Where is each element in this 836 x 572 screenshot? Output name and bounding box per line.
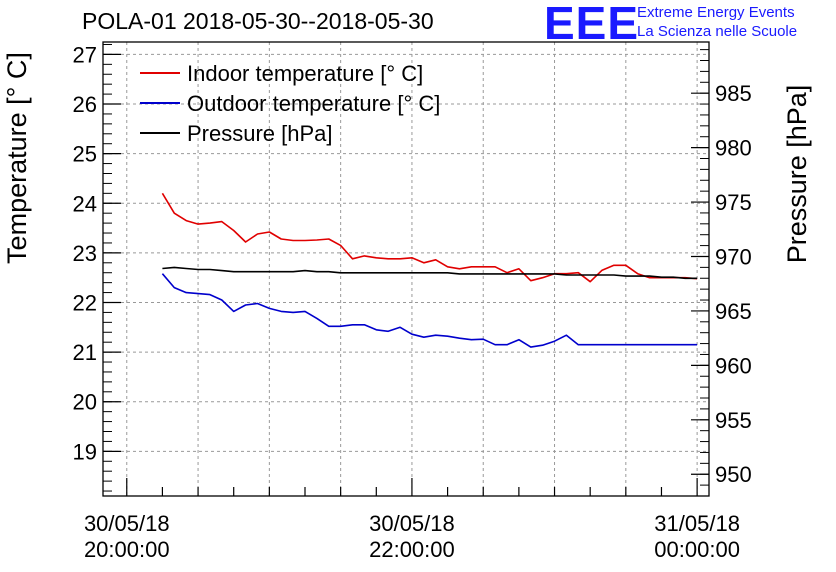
y-tick-label-right: 955 [715,408,752,433]
x-tick-label-time: 00:00:00 [654,537,740,562]
legend: Indoor temperature [° C] Outdoor temperat… [140,61,440,146]
axis-layer: 19 20 21 22 23 24 25 26 27 950 955 960 965 970 975 980 9… [73,42,752,562]
y-tick-label-right: 965 [715,299,752,324]
logo-caption-line-2: La Scienza nelle Scuole [637,23,798,40]
y-tick-label-right: 970 [715,244,752,269]
y-tick-label-right: 950 [715,462,752,487]
y-tick-label-right: 960 [715,353,752,378]
plot-frame [102,41,710,497]
y-tick-label-left: 19 [73,439,97,464]
logo-caption-line-1: Extreme Energy Events [637,4,795,21]
y-tick-label-left: 26 [73,92,97,117]
series-line-3 [162,266,698,280]
y-tick-label-left: 22 [73,290,97,315]
y-axis-label-left: Temperature [° C] [2,52,32,264]
eee-logo-icon: EEE [544,0,640,49]
x-tick-label-time: 20:00:00 [84,537,170,562]
x-tick-label-time: 22:00:00 [369,537,455,562]
y-tick-label-left: 21 [73,340,97,365]
chart-title: POLA-01 2018-05-30--2018-05-30 [82,8,434,34]
x-tick-label-date: 31/05/18 [654,511,740,536]
x-tick-label-date: 30/05/18 [84,511,170,536]
y-tick-label-left: 25 [73,142,97,167]
series-line-1 [161,192,698,283]
y-tick-label-left: 23 [73,241,97,266]
y-tick-label-left: 20 [73,390,97,415]
legend-label-1: Indoor temperature [° C] [187,61,423,86]
y-axis-label-right: Pressure [hPa] [782,85,812,264]
y-tick-label-left: 27 [73,42,97,67]
series-line-2 [161,273,698,348]
series-layer [161,192,698,348]
legend-label-3: Pressure [hPa] [187,121,333,146]
y-tick-label-right: 985 [715,81,752,106]
legend-label-2: Outdoor temperature [° C] [187,91,440,116]
logo-caption: Extreme Energy Events La Scienza nelle S… [637,3,797,41]
y-tick-label-right: 975 [715,190,752,215]
y-tick-label-right: 980 [715,136,752,161]
y-tick-label-left: 24 [73,191,97,216]
x-tick-label-date: 30/05/18 [369,511,455,536]
